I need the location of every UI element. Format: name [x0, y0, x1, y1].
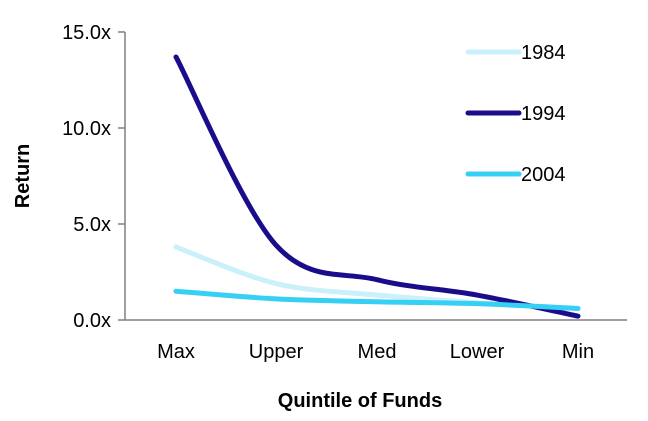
- y-axis-title: Return: [12, 144, 34, 208]
- x-tick-label: Upper: [249, 341, 304, 363]
- series-line-2004: [173, 288, 581, 311]
- x-tick-label: Med: [358, 341, 397, 363]
- x-tick-label: Lower: [450, 341, 505, 363]
- y-tick-label: 0.0x: [73, 310, 111, 332]
- legend-label-1984: 1984: [521, 42, 566, 64]
- x-tick-label: Min: [562, 341, 594, 363]
- x-ticks: Max Upper Med Lower Min: [157, 341, 594, 363]
- series-lines: [173, 54, 581, 319]
- series-line-1994: [173, 54, 581, 319]
- y-tick-label: 15.0x: [62, 22, 111, 44]
- y-tick-label: 10.0x: [62, 118, 111, 140]
- legend-label-1994: 1994: [521, 103, 566, 125]
- y-tick-label: 5.0x: [73, 214, 111, 236]
- legend-label-2004: 2004: [521, 164, 566, 186]
- x-tick-label: Max: [157, 341, 195, 363]
- y-ticks: 0.0x 5.0x 10.0x 15.0x: [62, 22, 125, 332]
- x-axis-title: Quintile of Funds: [278, 390, 442, 412]
- legend: 1984 1994 2004: [465, 42, 566, 186]
- axes: [124, 32, 627, 321]
